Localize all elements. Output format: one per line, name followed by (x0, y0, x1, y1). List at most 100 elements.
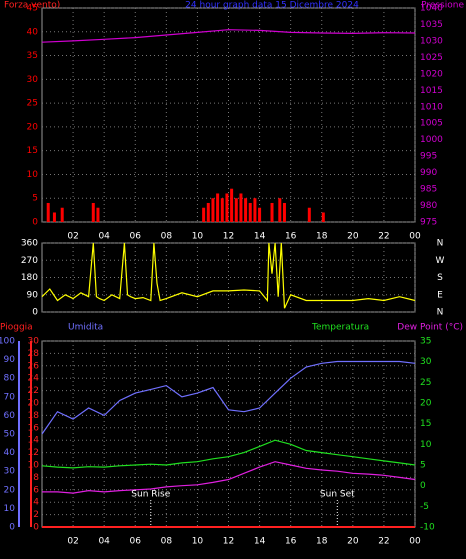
x-tick-label: 22 (378, 537, 389, 547)
y2-axis-label: Pressione (421, 1, 464, 11)
bar (239, 193, 243, 222)
bar (270, 202, 274, 222)
x-tick-label: 20 (347, 537, 359, 547)
x-tick-label: 14 (254, 232, 266, 242)
y3-tick-label: 10 (28, 461, 40, 471)
x-tick-label: 16 (285, 537, 297, 547)
x-tick-label: 14 (254, 537, 266, 547)
y2-tick-label: 1040 (420, 4, 443, 14)
y3-tick-label: 8 (33, 473, 39, 483)
y-tick-label: 35 (27, 51, 38, 61)
y2-tick-label: 1025 (420, 53, 443, 63)
annotation-label: Sun Set (320, 490, 355, 500)
y3-tick-label: 26 (28, 361, 40, 371)
x-tick-label: 18 (316, 537, 328, 547)
y-tick-label: 10 (27, 170, 39, 180)
series-line (42, 461, 416, 494)
y2-tick-label: 1030 (420, 36, 443, 46)
y2-tick-label: N (437, 239, 444, 249)
y2-tick-label: 20 (420, 399, 432, 409)
series-line (41, 439, 416, 469)
y-tick-label: 5 (32, 194, 38, 204)
x-tick-label: 00 (409, 537, 421, 547)
y2-tick-label: 995 (420, 152, 437, 162)
y2-tick-label: 1015 (420, 86, 443, 96)
bar (202, 207, 206, 222)
y-tick-label: 270 (21, 256, 38, 266)
bar (225, 193, 229, 222)
y2-tick-label: 30 (420, 357, 432, 367)
series-line (41, 29, 416, 43)
bar (278, 198, 282, 222)
bar (52, 212, 56, 222)
x-tick-label: 02 (67, 232, 78, 242)
x-tick-label: 04 (98, 232, 110, 242)
x-tick-label: 06 (130, 537, 142, 547)
bar (216, 193, 220, 222)
y-tick-label: 25 (27, 99, 38, 109)
y3-tick-label: 24 (28, 374, 40, 384)
x-tick-label: 00 (409, 232, 421, 242)
y-tick-label: 360 (21, 239, 38, 249)
bar (258, 207, 262, 222)
y2-tick-label: 1035 (420, 20, 443, 30)
y-tick-label: 90 (4, 355, 16, 365)
y-tick-label: 45 (27, 4, 38, 14)
legend-label: Temperatura (311, 323, 369, 333)
y3-tick-label: 12 (28, 448, 39, 458)
y3-tick-label: 4 (33, 498, 39, 508)
bar (321, 212, 325, 222)
y-tick-label: 30 (27, 75, 39, 85)
x-tick-label: 12 (223, 537, 234, 547)
y-tick-label: 80 (4, 374, 16, 384)
y2-tick-label: 0 (420, 481, 426, 491)
y3-tick-label: 28 (28, 349, 40, 359)
y2-tick-label: 5 (420, 461, 426, 471)
y2-tick-label: 1020 (420, 69, 443, 79)
x-tick-label: 10 (192, 232, 204, 242)
x-tick-label: 18 (316, 232, 328, 242)
x-tick-label: 02 (67, 537, 78, 547)
y3-tick-label: 14 (28, 436, 40, 446)
y2-tick-label: 1010 (420, 102, 443, 112)
y2-tick-label: 15 (420, 419, 431, 429)
y3-tick-label: 16 (28, 423, 40, 433)
legend-label: Umidita (68, 323, 103, 333)
bar (46, 202, 50, 222)
bar (60, 207, 64, 222)
y3-tick-label: 0 (33, 523, 39, 533)
y-tick-label: 60 (4, 411, 16, 421)
x-tick-label: 16 (285, 232, 297, 242)
x-tick-label: 10 (192, 537, 204, 547)
bar (211, 198, 215, 222)
bar (220, 198, 224, 222)
y2-tick-label: N (437, 308, 444, 318)
x-tick-label: 22 (378, 232, 389, 242)
series-line (41, 242, 416, 309)
bar (244, 198, 248, 222)
y-tick-label: 90 (27, 290, 39, 300)
y2-tick-label: 980 (420, 201, 437, 211)
y-tick-label: 100 (0, 337, 15, 347)
y-tick-label: 0 (9, 523, 15, 533)
x-tick-label: 08 (161, 537, 173, 547)
y3-tick-label: 20 (28, 399, 40, 409)
y2-tick-label: W (436, 256, 445, 266)
x-tick-label: 20 (347, 232, 359, 242)
bar (253, 198, 257, 222)
y2-tick-label: 10 (420, 440, 432, 450)
y2-tick-label: 1005 (420, 119, 443, 129)
y-tick-label: 180 (21, 273, 38, 283)
x-tick-label: 12 (223, 232, 234, 242)
y-axis-label: Forza vento) (4, 1, 60, 11)
x-tick-label: 04 (98, 537, 110, 547)
y2-tick-label: 985 (420, 185, 437, 195)
annotation-label: Sun Rise (131, 490, 170, 500)
y3-tick-label: 2 (33, 510, 39, 520)
series-line (41, 360, 416, 435)
y2-tick-label: 35 (420, 337, 431, 347)
y3-tick-label: 22 (28, 386, 39, 396)
y2-tick-label: -10 (420, 523, 435, 533)
